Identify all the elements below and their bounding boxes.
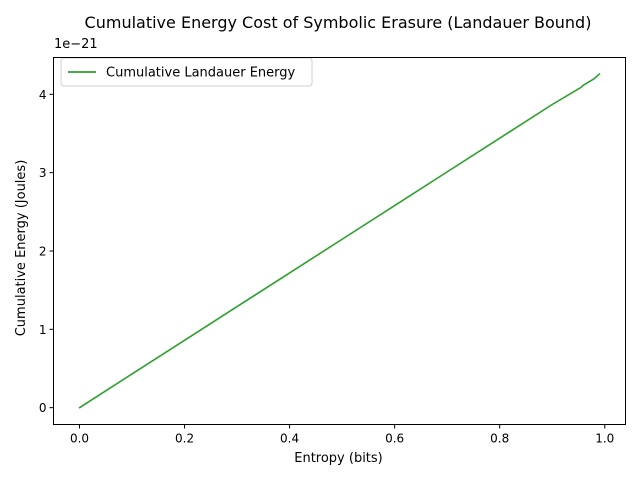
chart-title: Cumulative Energy Cost of Symbolic Erasu… bbox=[85, 13, 592, 32]
x-tick-label: 1.0 bbox=[595, 432, 614, 446]
x-tick-label: 0.4 bbox=[280, 432, 299, 446]
x-tick-label: 0.8 bbox=[490, 432, 509, 446]
y-tick-label: 2 bbox=[39, 244, 47, 258]
y-tick-label: 4 bbox=[39, 88, 47, 102]
x-axis-label: Entropy (bits) bbox=[294, 451, 383, 466]
x-tick-label: 0.0 bbox=[70, 432, 89, 446]
x-tick-label: 0.2 bbox=[175, 432, 194, 446]
series-line-0 bbox=[78, 73, 601, 409]
y-axis-label: Cumulative Energy (Joules) bbox=[14, 160, 29, 337]
y-tick-label: 0 bbox=[39, 401, 47, 415]
y-tick-label: 3 bbox=[39, 166, 47, 180]
y-axis-offset-label: 1e−21 bbox=[54, 37, 98, 52]
plot-area bbox=[78, 73, 601, 409]
legend-label: Cumulative Landauer Energy bbox=[106, 66, 296, 81]
legend: Cumulative Landauer Energy bbox=[60, 57, 313, 87]
x-tick-label: 0.6 bbox=[385, 432, 404, 446]
y-axis-ticks: 0 1 2 3 4 bbox=[39, 88, 54, 415]
plot-frame bbox=[53, 57, 626, 425]
x-axis-ticks: 0.0 0.2 0.4 0.6 0.8 1.0 bbox=[70, 424, 614, 446]
y-tick-label: 1 bbox=[39, 323, 47, 337]
